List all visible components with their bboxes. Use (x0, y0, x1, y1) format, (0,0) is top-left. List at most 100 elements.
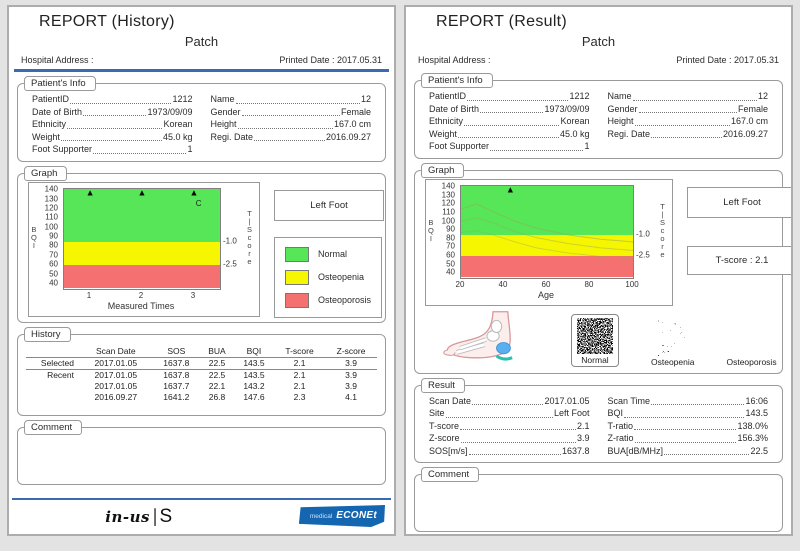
info-row: T-ratio 138.0% (608, 420, 769, 433)
measurement-marker: ▲ (85, 187, 95, 198)
history-cell: 2016.09.27 (94, 391, 138, 402)
info-label: T-ratio (607, 420, 634, 431)
info-label: Z-ratio (607, 433, 634, 443)
dot-leader (67, 127, 163, 129)
texture-normal: Normal (571, 313, 619, 367)
t-score-marker: -1.0 (223, 236, 237, 246)
info-row: Height 167.0 cm (211, 118, 372, 131)
graph-tab: Graph (421, 162, 465, 178)
info-value: 2016.09.27 (722, 128, 768, 139)
history-tab: History (24, 326, 71, 342)
x-tick-label: 60 (541, 279, 551, 289)
dot-leader (490, 149, 584, 151)
info-label: Height (607, 116, 634, 126)
info-value: 167.0 cm (730, 116, 768, 126)
info-value: 2017.01.05 (544, 395, 590, 406)
info-row: BQI 143.5 (608, 407, 769, 420)
info-label: Site (429, 408, 445, 418)
info-row: Ethnicity Korean (429, 115, 590, 128)
info-label: Name (607, 91, 632, 101)
x-tick-label: 3 (190, 290, 196, 300)
history-col-header: BQI (233, 344, 274, 358)
legend-swatch (285, 246, 309, 262)
bone-texture-image (733, 319, 770, 356)
history-cell: 143.2 (243, 380, 265, 391)
x-axis-label: Measured Times (107, 300, 175, 311)
info-label: PatientID (429, 91, 467, 101)
info-row: Height 167.0 cm (608, 115, 769, 128)
y-tick-label: 140 (44, 184, 58, 194)
page-title: REPORT (Result) (436, 13, 568, 30)
info-row: PatientID 1212 (32, 93, 193, 106)
zone-legend: Normal Osteopenia Osteoporosis (274, 236, 382, 318)
info-row: Name 12 (211, 93, 372, 106)
dot-leader (634, 441, 737, 443)
y-tick-label: 120 (44, 203, 58, 213)
t-score-marker: -2.5 (636, 250, 650, 260)
t-score-marker: -2.5 (223, 259, 237, 269)
info-label: Foot Supporter (32, 144, 93, 154)
dot-leader (70, 102, 172, 104)
x-tick-label: 2 (138, 290, 144, 300)
history-col-header: Scan Date (79, 344, 153, 358)
info-value: 167.0 cm (333, 119, 371, 129)
texture-label: Osteoporosis (726, 356, 777, 367)
printed-date: Printed Date : 2017.05.31 (279, 55, 382, 65)
x-tick-label: 80 (584, 279, 594, 289)
info-value: 22.5 (750, 445, 768, 456)
history-cell: 2.1 (273, 357, 326, 370)
patients-info-tab: Patient's Info (24, 76, 96, 91)
bqi-history-chart-frame: B Q I 140 130 120 110 100 90 80 70 60 50 40 ▲ ▲ ▲ C -1.0 -2… (28, 181, 260, 317)
info-label: Z-score (429, 433, 460, 443)
y-tick-label: 130 (441, 190, 455, 200)
info-label: SOS[m/s] (429, 445, 468, 456)
info-value: 156.3% (737, 433, 768, 443)
y-tick-label: 90 (49, 231, 58, 241)
history-cell: 2017.01.05 (94, 369, 138, 380)
comment-tab: Comment (421, 467, 480, 482)
info-row: Date of Birth 1973/09/09 (32, 106, 193, 119)
info-value: 1212 (569, 91, 590, 101)
x-tick-label: 100 (625, 279, 639, 289)
info-value: 12 (360, 94, 371, 104)
page-header: REPORT (History) Patch Hospital Address … (9, 7, 394, 69)
dot-leader (632, 99, 757, 101)
x-tick-label: 40 (498, 279, 508, 289)
dot-leader (460, 429, 576, 430)
history-cell: 3.9 (345, 380, 357, 391)
page-header: REPORT (Result) Patch Hospital Address :… (406, 7, 791, 69)
y-tick-label: 100 (441, 216, 455, 226)
info-row: Regi. Date 2016.09.27 (608, 128, 769, 141)
comment-box (17, 426, 386, 485)
hospital-address-label: Hospital Address : (21, 55, 94, 65)
info-label: T-score (429, 420, 460, 431)
dot-leader (60, 140, 162, 141)
zone-normal (64, 188, 220, 242)
info-value: 16:06 (745, 395, 768, 406)
x-tick-label: 1 (86, 290, 92, 300)
y-tick-label: 130 (44, 194, 58, 204)
dot-leader (634, 124, 730, 126)
t-score-marker: -1.0 (636, 229, 650, 238)
y-tick-label: 70 (446, 241, 455, 251)
texture-osteoporosis: Osteoporosis (726, 319, 777, 367)
info-value: 1 (584, 141, 590, 151)
plot-area: ▲ (460, 184, 634, 279)
row-tag (26, 392, 79, 403)
history-cell: 2017.01.05 (79, 357, 153, 370)
page-subtitle: Patch (581, 34, 616, 49)
dot-leader (634, 429, 737, 430)
history-cell: 1637.8 (163, 369, 190, 380)
history-row: Recent 2017.01.05 1637.8 22.5 143.5 2.1 3.9 (26, 369, 377, 381)
info-value: 2.1 (576, 420, 590, 431)
y-tick-label: 40 (49, 278, 58, 288)
marker-tag: C (195, 199, 202, 209)
y-tick-label: 80 (49, 240, 58, 250)
dot-leader (235, 102, 360, 104)
result-section: Result Scan Date 2017.01.05 Site Left Foot T… (414, 377, 783, 463)
info-row: Date of Birth 1973/09/09 (429, 103, 590, 116)
